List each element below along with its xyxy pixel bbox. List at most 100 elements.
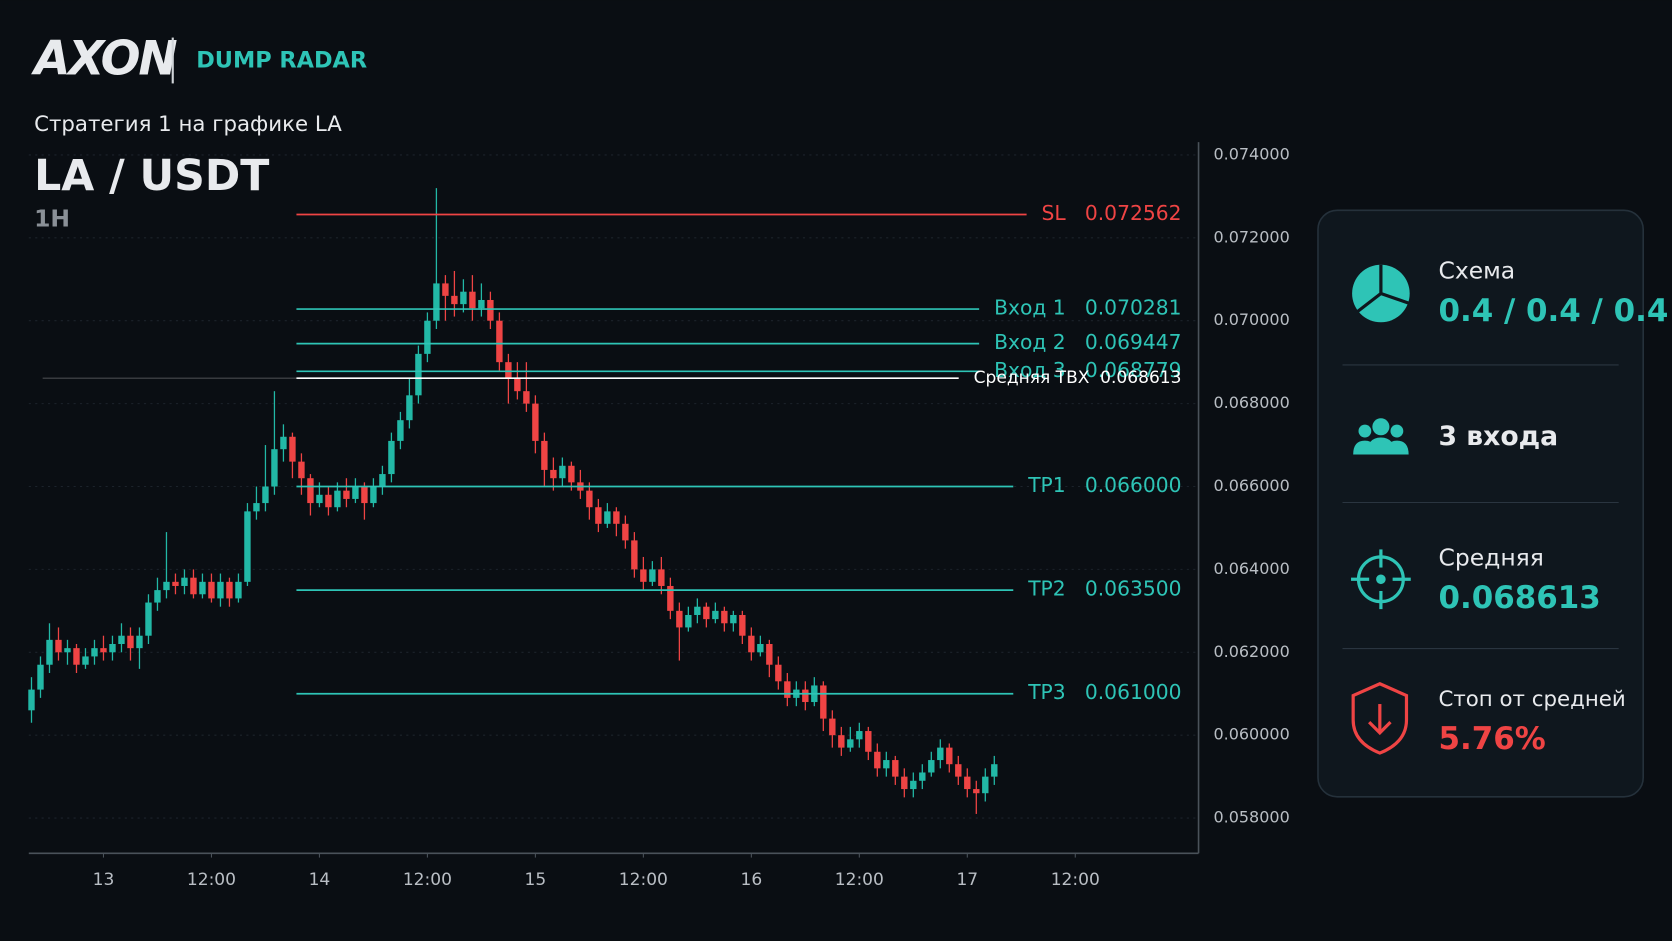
candle-body [694, 606, 701, 615]
candle-body [712, 610, 719, 620]
candle-body [757, 644, 764, 653]
candle-body [424, 320, 431, 354]
x-tick-label: 12:00 [403, 870, 452, 890]
level-value: 0.072562 [1085, 201, 1182, 225]
y-tick-label: 0.068000 [1213, 393, 1289, 412]
candle-body [172, 581, 179, 586]
candle-body [253, 503, 260, 512]
candle-body [433, 283, 440, 321]
x-tick-label: 14 [309, 870, 331, 890]
candle-body [289, 436, 296, 462]
people-icon [1353, 418, 1409, 455]
candle-body [919, 772, 926, 781]
candle-body [955, 764, 962, 777]
x-tick-label: 12:00 [1051, 870, 1100, 890]
candle-body [91, 648, 98, 657]
stop-title: Стоп от средней [1438, 687, 1625, 712]
logo: AXON [30, 32, 177, 87]
candle-body [118, 635, 125, 645]
candle-body [838, 735, 845, 748]
candle-body [946, 747, 953, 765]
candle-body [532, 403, 539, 441]
candle-body [640, 569, 647, 582]
x-tick-label: 12:00 [835, 870, 884, 890]
y-tick-label: 0.064000 [1213, 559, 1289, 578]
candle-body [469, 291, 476, 309]
candle-body [892, 760, 899, 777]
candle-body [856, 731, 863, 740]
chart: 0.058000 0.060000 0.062000 0.064000 0.066000… [28, 142, 1290, 890]
candle-body [928, 760, 935, 773]
entries-count: 3 входа [1438, 421, 1558, 452]
candle-body [145, 602, 152, 636]
candle-body [343, 490, 350, 499]
candle-body [388, 440, 395, 475]
level-label: Вход 2 [994, 330, 1066, 354]
scheme-value: 0.4 / 0.4 / 0.4 [1438, 293, 1668, 329]
x-tick-label: 15 [525, 870, 547, 890]
candle-body [208, 581, 215, 599]
candle-body [784, 681, 791, 698]
candle-body [739, 614, 746, 636]
level-value: 0.068779 [1085, 358, 1182, 382]
stop-value: 5.76% [1438, 721, 1545, 757]
candle-body [73, 648, 80, 665]
info-panel: Схема 0.4 / 0.4 / 0.4 3 входа Средняя 0.… [1317, 209, 1668, 798]
candle-body [901, 776, 908, 790]
panel-card [1317, 209, 1645, 798]
candle-body [352, 486, 359, 499]
candle-body [46, 639, 53, 665]
candle-body [847, 739, 854, 748]
level-value: 0.063500 [1085, 577, 1182, 601]
candle-body [487, 299, 494, 321]
candle-body [820, 685, 827, 719]
candle-body [370, 486, 377, 504]
candle-body [802, 689, 809, 703]
candle-body [910, 780, 917, 790]
level-label: Средняя ТВХ [974, 368, 1090, 388]
candle-body [658, 569, 665, 586]
candle-body [676, 610, 683, 628]
avg-value: 0.068613 [1438, 580, 1600, 616]
candle-body [451, 295, 458, 305]
subtitle: Стратегия 1 на графике LA [34, 112, 342, 137]
candle-body [244, 511, 251, 582]
candle-body [829, 718, 836, 736]
candle-body [649, 569, 656, 582]
level-value: 0.061000 [1085, 680, 1182, 704]
candle-body [667, 585, 674, 611]
level-label: Вход 1 [994, 296, 1066, 320]
candle-body [316, 494, 323, 504]
candle-body [865, 731, 872, 752]
candle-body [496, 320, 503, 363]
candle-body [505, 362, 512, 379]
candle-body [703, 606, 710, 620]
candle-body [559, 465, 566, 479]
y-tick-label: 0.066000 [1213, 476, 1289, 495]
candle-body [379, 474, 386, 487]
candle-body [271, 449, 278, 487]
candle-body [199, 581, 206, 595]
y-tick-label: 0.070000 [1213, 310, 1289, 329]
candle-body [550, 469, 557, 479]
x-tick-label: 13 [93, 870, 115, 890]
candle-body [937, 747, 944, 761]
x-tick-label: 17 [956, 870, 978, 890]
y-tick-label: 0.060000 [1213, 725, 1289, 744]
candle-body [361, 486, 368, 504]
candle-body [874, 751, 881, 769]
candle-body [415, 353, 422, 396]
candle-body [766, 644, 773, 665]
y-tick-label: 0.072000 [1213, 227, 1289, 246]
y-tick-label: 0.074000 [1213, 144, 1289, 163]
candle-body [613, 511, 620, 524]
candle-body [280, 436, 287, 450]
candle-body [973, 789, 980, 794]
candle-body [604, 511, 611, 524]
scheme-title: Схема [1438, 257, 1515, 285]
candle-body [775, 664, 782, 682]
level-label: TP2 [1027, 577, 1065, 601]
candle-body [136, 635, 143, 649]
